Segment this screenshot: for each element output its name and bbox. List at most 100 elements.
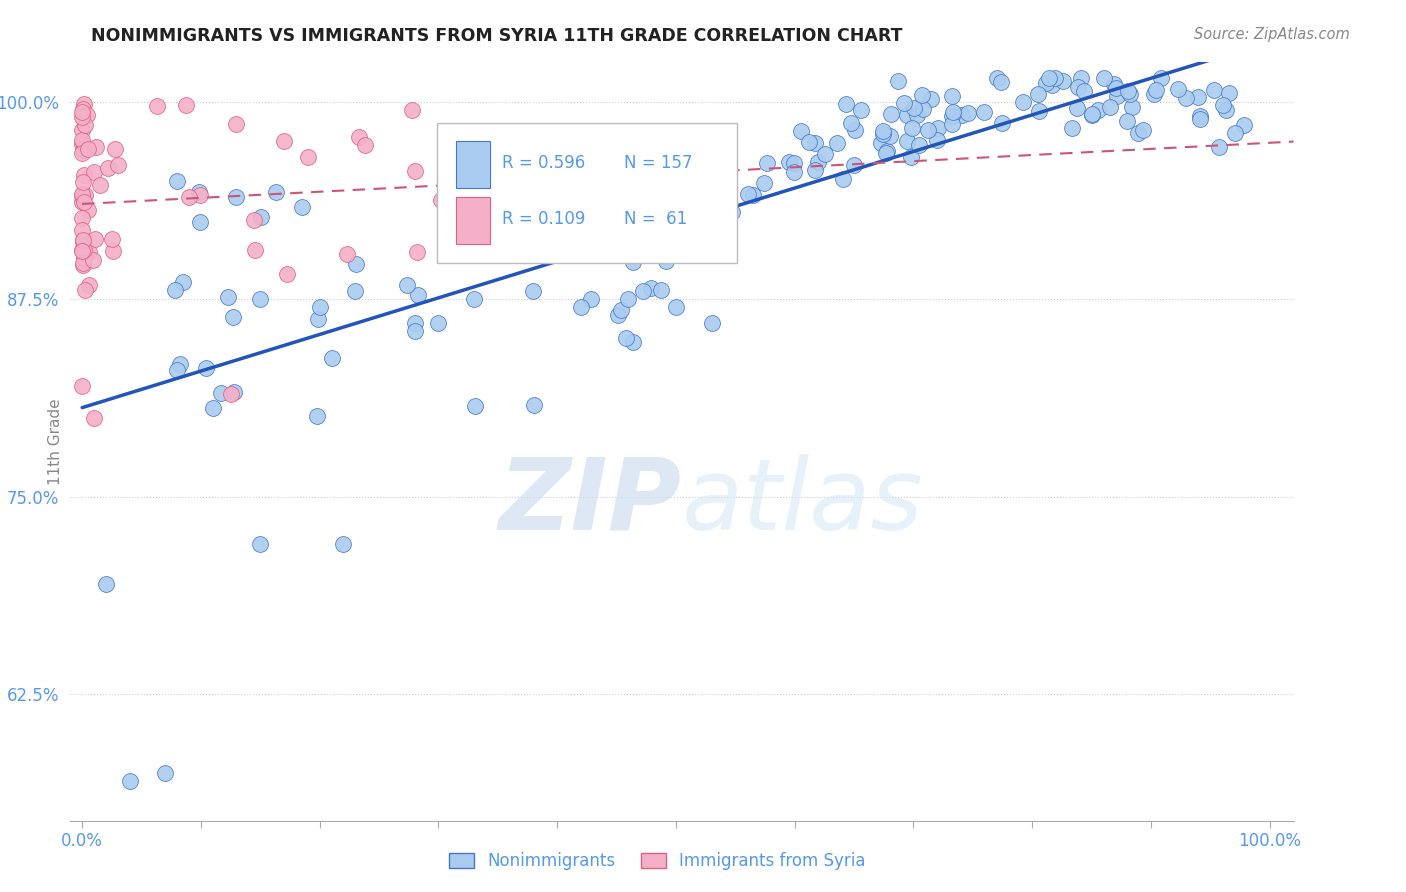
Point: [1028, 103, 1050, 118]
Point: [879, 128, 901, 143]
Point: [72, 255, 94, 269]
Point: [291, 200, 314, 214]
Point: [1116, 84, 1139, 98]
Point: [427, 316, 450, 330]
Point: [70, 379, 93, 393]
Point: [188, 185, 211, 199]
Point: [1040, 78, 1063, 93]
Point: [406, 288, 429, 302]
Point: [790, 124, 813, 138]
Point: [651, 235, 673, 250]
Point: [75, 188, 97, 202]
Point: [217, 290, 239, 304]
Point: [1066, 101, 1088, 115]
Point: [626, 202, 648, 217]
Point: [807, 155, 830, 169]
Point: [911, 87, 934, 102]
Point: [72, 233, 94, 247]
Point: [104, 142, 127, 156]
Point: [756, 156, 779, 170]
Point: [1212, 97, 1234, 112]
Point: [591, 191, 613, 205]
Point: [404, 316, 426, 330]
Point: [107, 158, 129, 172]
Point: [195, 361, 218, 376]
Point: [1038, 71, 1060, 86]
Point: [72, 235, 94, 249]
Point: [941, 117, 963, 131]
Point: [72, 123, 94, 137]
Point: [225, 190, 247, 204]
Point: [70, 133, 93, 147]
Point: [77, 278, 100, 293]
Text: atlas: atlas: [682, 454, 924, 550]
Y-axis label: 11th Grade: 11th Grade: [48, 398, 63, 485]
Point: [336, 247, 359, 261]
Point: [72, 175, 94, 189]
FancyBboxPatch shape: [456, 141, 489, 187]
Point: [522, 285, 544, 299]
Point: [209, 386, 232, 401]
Point: [463, 293, 485, 307]
Point: [72, 223, 94, 237]
Point: [593, 142, 616, 156]
Point: [754, 176, 776, 190]
Point: [844, 123, 866, 137]
Point: [354, 138, 377, 153]
Point: [783, 165, 806, 179]
Point: [973, 105, 995, 120]
Point: [1081, 107, 1104, 121]
Point: [957, 106, 980, 120]
Point: [297, 150, 319, 164]
Point: [1208, 139, 1230, 153]
Point: [86, 140, 108, 154]
Point: [803, 136, 825, 150]
Point: [1067, 79, 1090, 94]
Point: [1035, 76, 1057, 90]
Point: [911, 102, 934, 116]
Point: [832, 172, 855, 186]
Point: [665, 300, 688, 314]
Point: [616, 331, 638, 345]
Point: [927, 133, 949, 147]
Point: [344, 257, 367, 271]
Point: [405, 244, 427, 259]
Point: [900, 149, 922, 163]
Point: [799, 135, 821, 149]
Point: [347, 129, 370, 144]
Point: [1187, 90, 1209, 104]
Point: [264, 186, 287, 200]
Point: [700, 316, 723, 330]
Point: [89, 178, 111, 192]
Point: [1012, 95, 1035, 109]
Point: [73, 283, 96, 297]
Point: [606, 308, 628, 322]
Text: ZIP: ZIP: [499, 454, 682, 550]
Point: [665, 233, 688, 247]
Point: [1143, 87, 1166, 101]
Text: R = 0.596: R = 0.596: [502, 153, 585, 171]
Point: [606, 200, 628, 214]
Point: [72, 103, 94, 117]
Point: [693, 228, 716, 243]
Point: [782, 156, 804, 170]
Point: [243, 213, 266, 227]
Point: [219, 387, 242, 401]
Point: [1081, 108, 1104, 122]
Point: [70, 136, 93, 151]
Point: [1121, 100, 1143, 114]
Point: [118, 774, 141, 789]
Point: [621, 335, 644, 350]
Point: [77, 245, 100, 260]
Point: [249, 293, 271, 307]
Point: [72, 189, 94, 203]
Point: [70, 244, 93, 258]
Point: [404, 324, 426, 338]
Point: [508, 243, 530, 257]
Point: [169, 357, 191, 371]
Point: [225, 117, 247, 131]
Point: [1043, 71, 1066, 86]
Point: [222, 384, 245, 399]
Point: [1225, 127, 1247, 141]
Point: [174, 98, 197, 112]
